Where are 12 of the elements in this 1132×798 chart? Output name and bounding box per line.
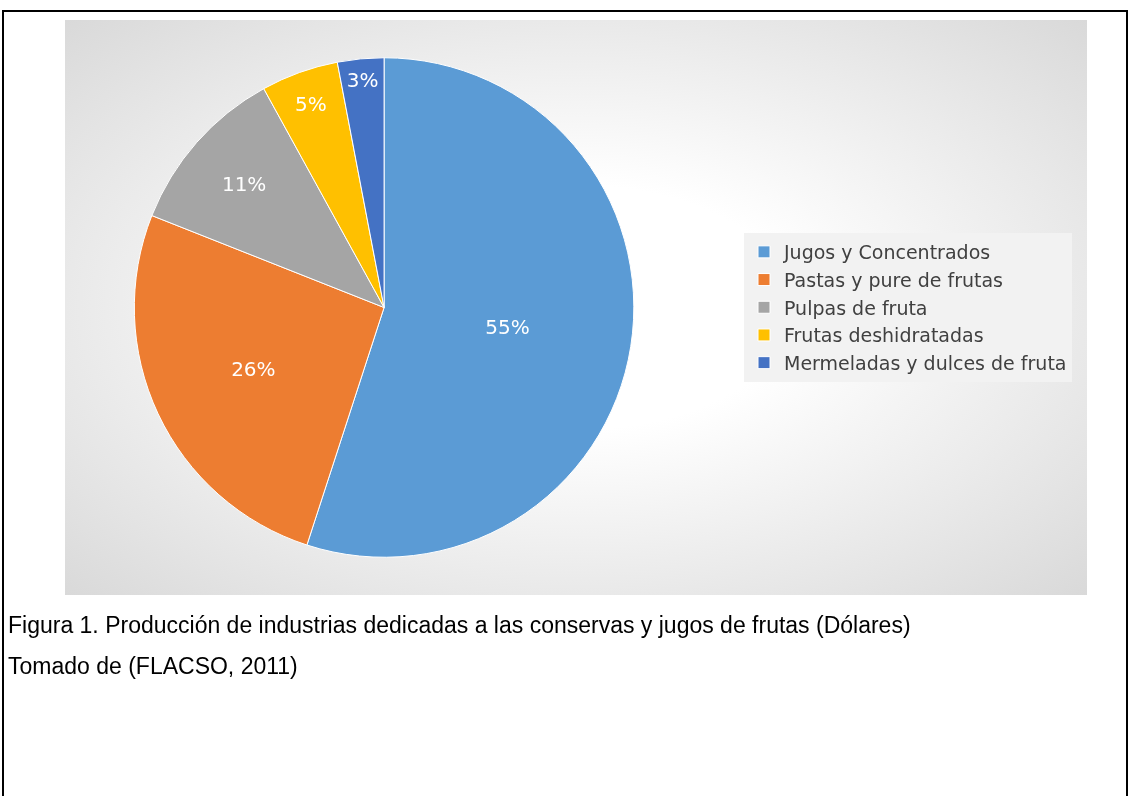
data-label: 5% xyxy=(295,92,327,117)
legend-label: Pastas y pure de frutas xyxy=(784,268,1004,291)
text: Figura 1. Producción de industrias dedicadas a las conservas y jugos de frutas (Dólares) xyxy=(8,611,912,640)
data-label: 55% xyxy=(485,315,530,340)
legend-label: Jugos y Concentrados xyxy=(783,241,991,264)
data-label: 11% xyxy=(221,172,267,197)
legend-label: Mermeladas y dulces de fruta xyxy=(784,352,1067,375)
data-label: 3% xyxy=(346,68,379,93)
text: Tomado de (FLACSO, 2011) xyxy=(8,652,299,681)
data-label: 26% xyxy=(231,357,276,381)
legend-label: Pulpas de fruta xyxy=(784,296,928,319)
legend-label: Frutas deshidratadas xyxy=(784,324,984,347)
